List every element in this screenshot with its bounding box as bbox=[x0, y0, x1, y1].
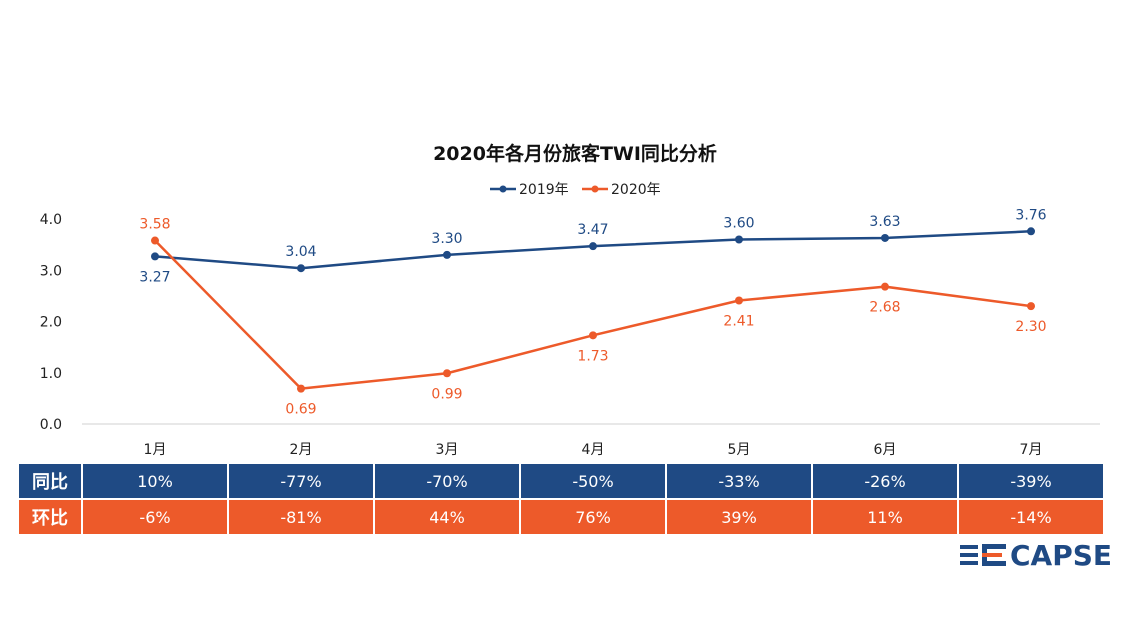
data-point bbox=[297, 264, 305, 273]
chart-legend: 2019年 2020年 bbox=[490, 182, 661, 198]
data-point bbox=[151, 236, 159, 245]
row-header-yoy: 同比 bbox=[32, 472, 68, 493]
capse-logo: CAPSE bbox=[960, 538, 1120, 572]
row-header-mom: 环比 bbox=[32, 508, 68, 529]
data-point bbox=[443, 369, 451, 378]
y-tick-label: 0.0 bbox=[40, 417, 62, 433]
data-label: 3.76 bbox=[1015, 207, 1046, 223]
table-cell: -50% bbox=[519, 464, 665, 498]
data-label: 3.58 bbox=[139, 217, 170, 233]
x-axis: 1月 2月 3月 4月 5月 6月 7月 bbox=[144, 442, 1043, 458]
x-tick-label: 4月 bbox=[582, 442, 605, 458]
x-tick-label: 5月 bbox=[728, 442, 751, 458]
table-cell: -81% bbox=[227, 500, 373, 534]
y-axis: 0.0 1.0 2.0 3.0 4.0 bbox=[40, 212, 62, 433]
data-label: 3.60 bbox=[723, 216, 754, 232]
x-tick-label: 3月 bbox=[436, 442, 459, 458]
data-label: 3.27 bbox=[139, 269, 170, 285]
data-label: 3.47 bbox=[577, 222, 608, 238]
line-chart: 2020年各月份旅客TWI同比分析 2019年 2020年 0.0 1.0 2.0 3.… bbox=[40, 142, 1100, 458]
table-row-mom: 环比 -6% -81% 44% 76% 39% 11% -14% bbox=[19, 500, 1103, 534]
table-cell: -77% bbox=[227, 464, 373, 498]
table-cell: 76% bbox=[519, 500, 665, 534]
capse-logo-icon bbox=[960, 544, 1006, 566]
table-cell: -26% bbox=[811, 464, 957, 498]
data-label: 0.69 bbox=[285, 402, 316, 418]
table-cell: -70% bbox=[373, 464, 519, 498]
logo-text: CAPSE bbox=[1010, 538, 1113, 572]
table-cell: -33% bbox=[665, 464, 811, 498]
comparison-table: 同比 10% -77% -70% -50% -33% -26% -39% 环比 … bbox=[19, 464, 1103, 536]
legend-label: 2020年 bbox=[611, 182, 661, 198]
table-cell: 11% bbox=[811, 500, 957, 534]
series-group: 3.27 3.04 3.30 3.47 3.60 3.63 3.76 3.58 0.69 0.99… bbox=[139, 207, 1046, 417]
x-tick-label: 1月 bbox=[144, 442, 167, 458]
chart-title: 2020年各月份旅客TWI同比分析 bbox=[433, 142, 717, 165]
data-label: 3.30 bbox=[431, 231, 462, 247]
data-label: 2.41 bbox=[723, 313, 754, 329]
legend-label: 2019年 bbox=[519, 182, 569, 198]
legend-marker bbox=[499, 185, 507, 193]
table-cell: 10% bbox=[81, 464, 227, 498]
data-label: 2.68 bbox=[869, 300, 900, 316]
x-tick-label: 7月 bbox=[1020, 442, 1043, 458]
data-point bbox=[589, 331, 597, 340]
data-point bbox=[151, 252, 159, 261]
data-point bbox=[881, 282, 889, 291]
data-label: 1.73 bbox=[577, 348, 608, 364]
data-point bbox=[297, 384, 305, 393]
data-point bbox=[443, 250, 451, 259]
table-cell: -39% bbox=[957, 464, 1103, 498]
table-cell: 44% bbox=[373, 500, 519, 534]
table-cell: -14% bbox=[957, 500, 1103, 534]
x-tick-label: 6月 bbox=[874, 442, 897, 458]
data-point bbox=[1027, 227, 1035, 236]
y-tick-label: 2.0 bbox=[40, 315, 62, 331]
x-tick-label: 2月 bbox=[290, 442, 313, 458]
data-label: 3.63 bbox=[869, 214, 900, 230]
legend-marker bbox=[591, 185, 599, 193]
table-cell: -6% bbox=[81, 500, 227, 534]
data-point bbox=[735, 235, 743, 244]
data-point bbox=[589, 242, 597, 251]
data-point bbox=[735, 296, 743, 305]
data-point bbox=[881, 233, 889, 242]
data-label: 2.30 bbox=[1015, 319, 1046, 335]
table-row-yoy: 同比 10% -77% -70% -50% -33% -26% -39% bbox=[19, 464, 1103, 498]
y-tick-label: 3.0 bbox=[40, 263, 62, 279]
data-label: 3.04 bbox=[285, 244, 316, 260]
table-cell: 39% bbox=[665, 500, 811, 534]
data-point bbox=[1027, 302, 1035, 311]
y-tick-label: 4.0 bbox=[40, 212, 62, 228]
y-tick-label: 1.0 bbox=[40, 366, 62, 382]
data-label: 0.99 bbox=[431, 386, 462, 402]
